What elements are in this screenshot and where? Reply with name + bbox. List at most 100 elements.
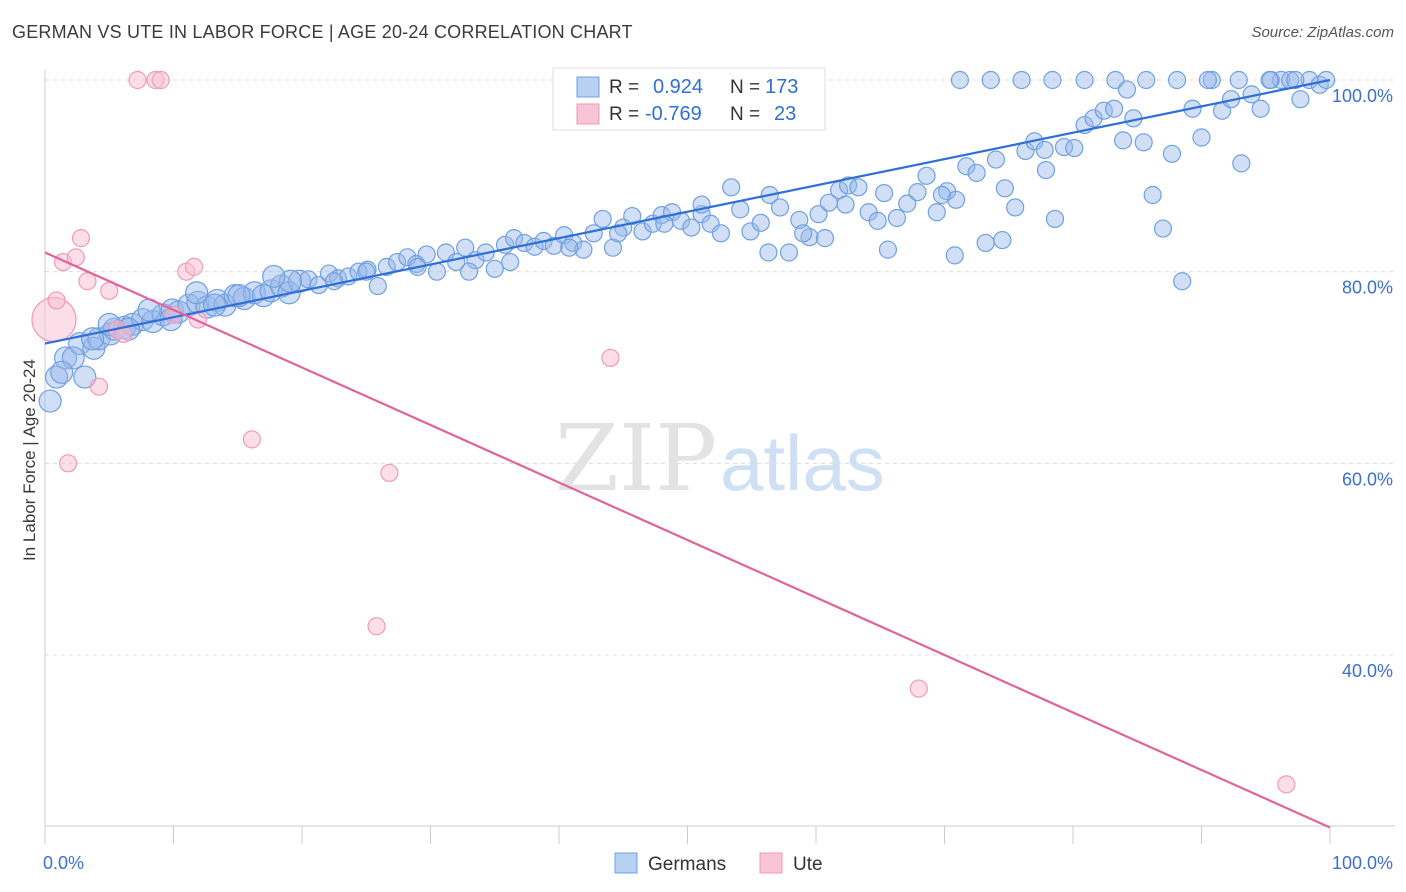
- x-tick-label-1: 100.0%: [1332, 853, 1393, 873]
- chart-title: GERMAN VS UTE IN LABOR FORCE | AGE 20-24…: [12, 22, 633, 42]
- german-point-75: [751, 213, 770, 232]
- ute-point-16: [184, 257, 204, 276]
- ute-point-20: [380, 463, 399, 483]
- german-trendline: [44, 78, 1331, 345]
- german-point-77: [770, 198, 790, 217]
- ute-point-1: [47, 291, 66, 310]
- german-point-116: [1153, 219, 1173, 238]
- german-point-118: [1173, 272, 1192, 291]
- ute-point-23: [1277, 775, 1296, 794]
- watermark-atlas: atlas: [720, 419, 885, 507]
- ute-point-22: [909, 679, 928, 698]
- german-point-97: [967, 163, 986, 183]
- ute-point-7: [89, 377, 109, 396]
- german-point-2: [53, 346, 78, 370]
- german-point-90: [898, 194, 917, 213]
- ute-trendline: [44, 251, 1331, 829]
- german-point-169: [185, 281, 209, 305]
- german-point-105: [1045, 209, 1065, 229]
- german-point-160: [501, 252, 520, 272]
- german-point-23: [242, 281, 267, 305]
- german-point-48: [485, 259, 504, 278]
- german-point-142: [1198, 70, 1218, 90]
- german-point-0: [38, 389, 62, 413]
- german-point-146: [759, 243, 778, 262]
- german-point-147: [815, 229, 835, 248]
- source-label: Source: ZipAtlas.com: [1251, 24, 1394, 41]
- german-point-159: [560, 238, 579, 257]
- german-point-151: [1036, 160, 1056, 180]
- legend-n-value-1: 173: [765, 76, 798, 98]
- german-point-93: [927, 203, 946, 222]
- legend-n-label-2: N =: [730, 104, 760, 125]
- ute-point-19: [367, 617, 386, 636]
- german-point-81: [809, 205, 828, 224]
- german-point-138: [1075, 70, 1094, 90]
- german-point-85: [849, 178, 868, 197]
- german-point-45: [456, 238, 475, 257]
- german-point-157: [655, 214, 674, 233]
- german-point-79: [790, 210, 809, 230]
- german-point-92: [917, 166, 936, 185]
- german-point-36: [368, 276, 387, 296]
- ute-point-11: [128, 70, 147, 90]
- german-point-100: [995, 179, 1014, 198]
- y-tick-label-3: 100.0%: [1332, 86, 1393, 106]
- german-point-155: [794, 224, 813, 243]
- german-point-121: [1202, 70, 1221, 90]
- ute-point-10: [114, 324, 133, 344]
- german-point-137: [1043, 70, 1062, 90]
- german-point-144: [1260, 70, 1279, 90]
- german-point-117: [1162, 144, 1182, 163]
- trend-lines: [44, 78, 1331, 829]
- german-point-63: [633, 222, 652, 241]
- german-point-130: [1291, 90, 1310, 109]
- legend-n-value-2: 23: [774, 103, 796, 125]
- german-point-72: [722, 178, 741, 197]
- y-axis-label: In Labor Force | Age 20-24: [20, 359, 39, 561]
- german-point-124: [1232, 154, 1251, 173]
- y-tick-label-0: 40.0%: [1342, 661, 1393, 681]
- bottom-legend-ute: Ute: [793, 854, 823, 875]
- german-point-150: [993, 230, 1012, 250]
- german-point-145: [1286, 70, 1305, 90]
- y-tick-label-2: 80.0%: [1342, 278, 1393, 298]
- ute-point-21: [601, 348, 620, 368]
- bottom-legend-swatch-germans: [614, 852, 638, 874]
- german-point-73: [731, 200, 750, 219]
- german-point-42: [427, 262, 447, 281]
- german-point-95: [946, 190, 966, 209]
- legend-swatch-germans: [576, 76, 600, 98]
- german-point-140: [1137, 70, 1156, 90]
- german-point-154: [836, 195, 855, 214]
- axes: [44, 70, 1395, 844]
- german-point-68: [682, 218, 701, 237]
- german-point-57: [574, 240, 593, 259]
- german-point-101: [1006, 198, 1025, 217]
- legend-r-value-2: -0.769: [645, 103, 702, 125]
- german-point-126: [1251, 99, 1270, 118]
- german-point-174: [80, 327, 105, 351]
- watermark: ZIP atlas: [555, 405, 885, 512]
- german-point-153: [945, 246, 964, 265]
- legend-r-label-1: R =: [609, 77, 639, 98]
- german-point-62: [623, 206, 642, 226]
- ute-point-5: [71, 229, 91, 248]
- german-point-152: [1117, 80, 1137, 99]
- legend-swatch-ute: [576, 103, 600, 125]
- german-point-120: [1192, 128, 1211, 147]
- german-point-167: [227, 284, 251, 308]
- german-point-112: [1114, 131, 1133, 150]
- german-point-60: [603, 238, 623, 257]
- grid-lines: [45, 79, 1395, 656]
- german-point-141: [1167, 70, 1187, 90]
- german-point-59: [593, 209, 612, 229]
- ute-point-18: [242, 430, 261, 449]
- german-point-143: [1229, 70, 1248, 90]
- y-tick-label-1: 60.0%: [1342, 469, 1393, 489]
- ute-point-13: [151, 70, 170, 90]
- german-point-87: [868, 211, 887, 230]
- german-point-107: [1065, 138, 1084, 158]
- german-point-89: [887, 208, 907, 228]
- german-point-135: [981, 70, 1000, 90]
